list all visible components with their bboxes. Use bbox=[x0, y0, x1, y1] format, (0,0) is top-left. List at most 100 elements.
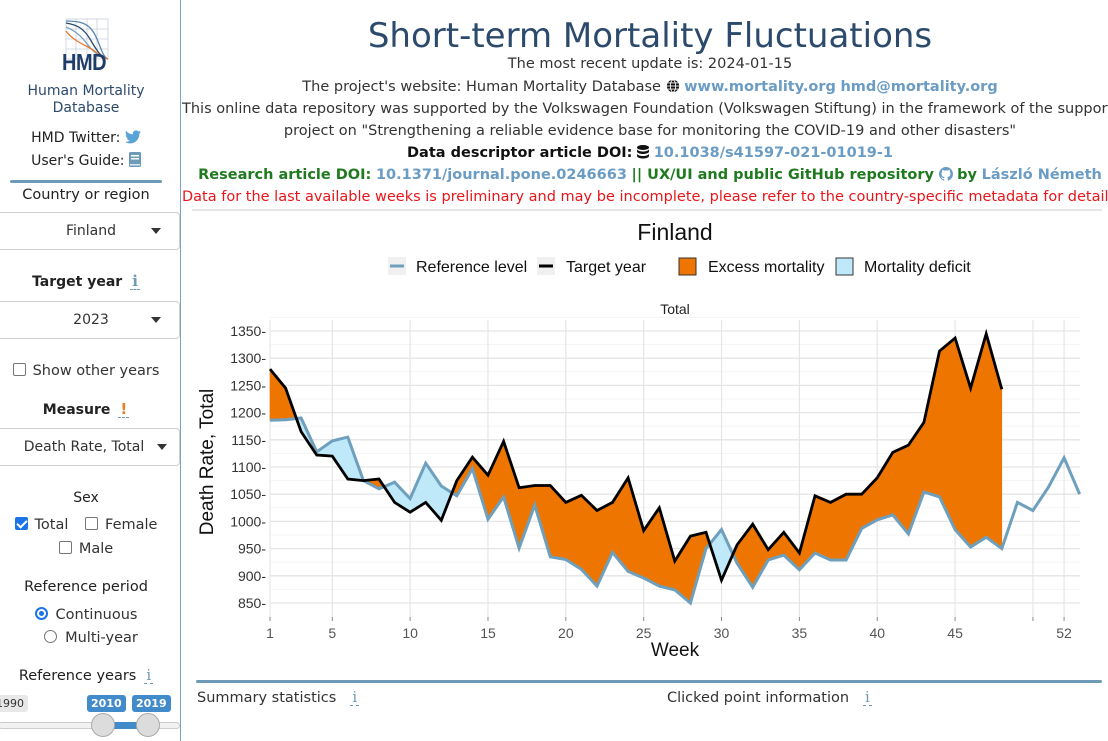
info-icon[interactable]: i bbox=[144, 666, 154, 684]
y-tick-label: 850- bbox=[238, 595, 266, 611]
target-year-value: 2023 bbox=[73, 312, 109, 328]
info-icon[interactable]: i bbox=[863, 688, 872, 706]
twitter-icon[interactable] bbox=[124, 130, 141, 144]
globe-icon bbox=[666, 79, 679, 93]
slider-to-label: 2019 bbox=[132, 695, 171, 712]
info-icon[interactable]: i bbox=[350, 688, 360, 706]
checkbox-icon[interactable] bbox=[12, 363, 26, 376]
excess-mortality-area bbox=[814, 495, 831, 561]
y-axis-ticks: 850- 900- 950- 1000- 1050- 1100- 1150- 1200- 125… bbox=[230, 323, 266, 611]
y-tick-label: 1050- bbox=[230, 486, 266, 502]
slider-handle-from[interactable] bbox=[91, 713, 115, 737]
checkbox-icon[interactable] bbox=[85, 517, 99, 530]
github-icon[interactable] bbox=[938, 167, 953, 181]
bottom-divider bbox=[196, 680, 1102, 683]
measure-heading: Measure! bbox=[0, 402, 172, 418]
warning-icon[interactable]: ! bbox=[118, 400, 130, 418]
email-link[interactable]: hmd@mortality.org bbox=[840, 79, 998, 95]
target-year-heading: Target year i bbox=[0, 274, 172, 290]
legend-key-deficit bbox=[835, 257, 854, 276]
y-tick-label: 1150- bbox=[231, 432, 266, 448]
chart-legend: Reference level Target year Excess morta… bbox=[388, 257, 971, 276]
y-tick-label: 950- bbox=[238, 541, 266, 557]
target-year-line bbox=[268, 328, 1004, 585]
descriptor-label: Data descriptor article DOI: bbox=[407, 145, 633, 161]
descriptor-line: Data descriptor article DOI: 10.1038/s41… bbox=[182, 145, 1108, 161]
slider-min-label: 1990 bbox=[0, 695, 28, 712]
website-prefix: The project's website: Human Mortality D… bbox=[302, 79, 661, 95]
preliminary-warning: Data for the last available weeks is pre… bbox=[182, 189, 1108, 205]
ref-period-multi-year[interactable]: Multi-year bbox=[0, 630, 172, 646]
y-tick-label: 1000- bbox=[230, 513, 266, 529]
users-guide-link[interactable]: User's Guide: bbox=[0, 152, 172, 169]
sex-option-label: Male bbox=[78, 541, 114, 557]
support-line-2: project on "Strengthening a reliable evi… bbox=[283, 123, 1017, 139]
twitter-link[interactable]: HMD Twitter: bbox=[0, 130, 172, 146]
chevron-down-icon bbox=[151, 228, 161, 234]
ref-period-continuous[interactable]: Continuous bbox=[0, 607, 172, 623]
legend-label-excess: Excess mortality bbox=[708, 259, 824, 276]
info-icon[interactable]: i bbox=[130, 272, 140, 290]
x-tick-label: 15 bbox=[480, 625, 496, 641]
x-axis-label: Week bbox=[651, 640, 700, 661]
measure-label: Measure bbox=[42, 402, 111, 418]
x-tick-label: 1 bbox=[266, 625, 274, 641]
y-tick-label: 1250- bbox=[230, 377, 266, 393]
support-line-1: This online data repository was supporte… bbox=[182, 101, 1108, 117]
x-tick-label: 35 bbox=[792, 625, 808, 641]
chart-title: Finland bbox=[637, 219, 712, 245]
legend-key-excess bbox=[678, 257, 697, 276]
clicked-point-heading: Clicked point information i bbox=[667, 690, 872, 706]
x-tick-label: 30 bbox=[714, 625, 730, 641]
summary-statistics-heading: Summary statistics i bbox=[197, 688, 360, 706]
sex-option-label: Female bbox=[105, 517, 158, 533]
sex-option-total[interactable]: Total bbox=[14, 517, 68, 533]
book-icon[interactable] bbox=[128, 152, 141, 167]
database-icon bbox=[637, 145, 650, 159]
reference-years-label: Reference years bbox=[18, 668, 137, 684]
target-year-select[interactable]: 2023 bbox=[0, 301, 180, 339]
show-other-years-label: Show other years bbox=[32, 363, 160, 379]
website-link[interactable]: www.mortality.org bbox=[684, 79, 836, 95]
checkbox-icon[interactable] bbox=[58, 541, 72, 554]
update-line: The most recent update is: 2024-01-15 bbox=[507, 56, 793, 72]
x-tick-label: 20 bbox=[558, 625, 574, 641]
radio-icon[interactable] bbox=[44, 630, 58, 643]
measure-value: Death Rate, Total bbox=[23, 439, 145, 455]
sex-option-male[interactable]: Male bbox=[0, 541, 172, 557]
research-label: Research article DOI: bbox=[198, 167, 372, 183]
y-axis-label: Death Rate, Total bbox=[197, 389, 218, 535]
show-other-years-checkbox[interactable]: Show other years bbox=[0, 363, 172, 379]
ref-period-option-label: Continuous bbox=[55, 607, 138, 623]
chart-lines bbox=[268, 328, 1081, 606]
hmd-logo-text: HMD bbox=[62, 50, 107, 76]
author-link[interactable]: László Németh bbox=[981, 167, 1102, 183]
reference-years-heading: Reference years i bbox=[0, 668, 172, 684]
x-tick-label: 25 bbox=[636, 625, 652, 641]
country-select[interactable]: Finland bbox=[0, 212, 180, 250]
measure-select[interactable]: Death Rate, Total bbox=[0, 428, 180, 466]
legend-label-target: Target year bbox=[566, 259, 647, 276]
mortality-chart[interactable]: Finland Reference level Target year Exce… bbox=[182, 212, 1108, 672]
reference-period-label: Reference period bbox=[24, 579, 148, 595]
website-line: The project's website: Human Mortality D… bbox=[182, 79, 1108, 95]
brand-name: Human Mortality Database bbox=[27, 83, 145, 116]
radio-selected-icon[interactable] bbox=[34, 607, 48, 620]
target-year-label: Target year bbox=[32, 274, 123, 290]
sex-option-female[interactable]: Female bbox=[85, 517, 157, 533]
uxui-label: || UX/UI and public GitHub repository bbox=[631, 167, 934, 183]
slider-handle-to[interactable] bbox=[136, 713, 160, 737]
y-tick-label: 1200- bbox=[230, 405, 266, 421]
excess-mortality-area bbox=[830, 493, 847, 561]
hmd-logo-icon bbox=[65, 18, 109, 60]
descriptor-doi-link[interactable]: 10.1038/s41597-021-01019-1 bbox=[653, 145, 893, 161]
checkbox-checked-icon[interactable] bbox=[14, 517, 28, 530]
legend-label-reference: Reference level bbox=[416, 259, 527, 276]
header-divider bbox=[192, 209, 1102, 211]
reference-level-line bbox=[269, 416, 1081, 606]
reference-years-slider-track[interactable] bbox=[0, 722, 180, 729]
y-tick-label: 1300- bbox=[230, 350, 266, 366]
research-doi-link[interactable]: 10.1371/journal.pone.0246663 bbox=[375, 167, 627, 183]
country-value: Finland bbox=[65, 223, 117, 239]
sex-options-row1: Total Female bbox=[0, 517, 172, 533]
